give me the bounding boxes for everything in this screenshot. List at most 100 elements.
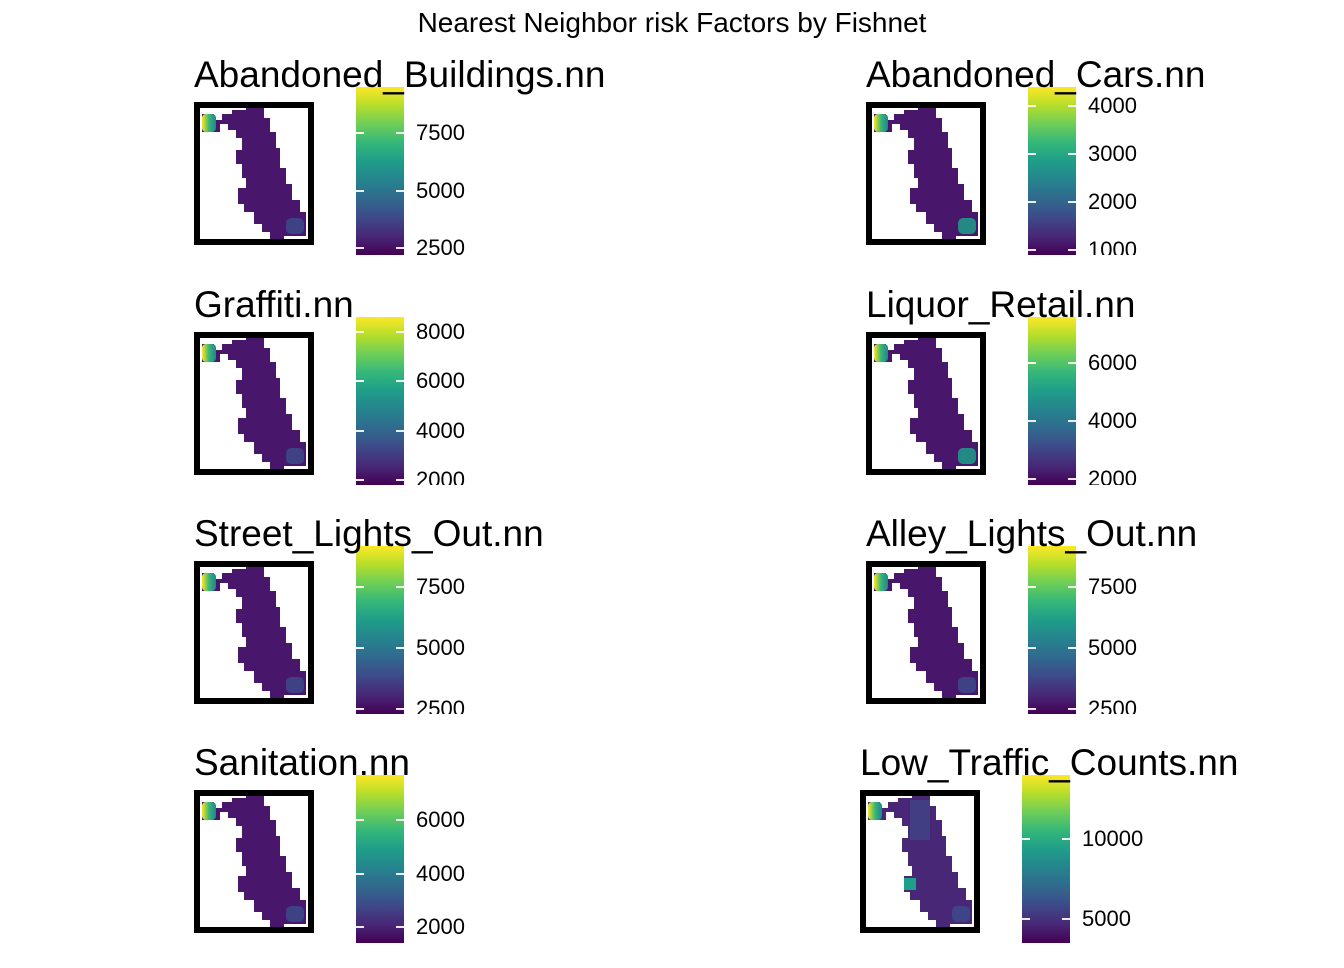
facet-panel: Sanitation.nn 6000 4000 2000 — [194, 743, 754, 968]
legend-tick-label: 2000 — [1088, 189, 1137, 215]
legend-tick-label: 5000 — [1088, 635, 1137, 661]
fishnet-map-svg — [202, 108, 306, 239]
legend-tick-mark — [356, 330, 364, 333]
facet-panel: Abandoned_Cars.nn 4000 3000 2000 1000 — [866, 55, 1344, 280]
high-value-cell — [868, 802, 882, 820]
fishnet-map-svg — [202, 338, 306, 469]
legend-tick-label: 10000 — [1082, 826, 1144, 851]
color-legend — [356, 546, 404, 714]
legend-tick-mark — [1068, 362, 1076, 365]
legend-tick-mark — [356, 132, 364, 135]
legend-tick-mark — [1068, 420, 1076, 423]
legend-colorbar — [356, 317, 404, 485]
fishnet-map-svg — [874, 108, 978, 239]
legend-tick-label: 4000 — [1088, 93, 1137, 119]
city-fishnet — [202, 567, 306, 698]
legend-tick-mark — [1028, 708, 1036, 711]
legend-tick-mark — [356, 189, 364, 192]
high-value-cell — [202, 344, 216, 362]
legend-tick-label: 2500 — [1088, 696, 1137, 714]
southeast-cells — [952, 906, 970, 922]
legend-tick-mark — [1068, 249, 1076, 252]
legend-tick-mark — [1028, 362, 1036, 365]
legend-tick-label: 2500 — [416, 696, 465, 714]
high-value-cell — [874, 344, 888, 362]
legend-colorbar — [1022, 775, 1070, 943]
legend-tick-mark — [1028, 420, 1036, 423]
facet-panel: Graffiti.nn 8000 6000 4000 2000 — [194, 285, 754, 510]
facet-panel: Low_Traffic_Counts.nn 10000 5000 — [860, 743, 1344, 968]
legend-tick-mark — [356, 708, 364, 711]
fishnet-map — [194, 102, 314, 245]
fishnet-map — [860, 790, 980, 933]
legend-colorbar — [1028, 87, 1076, 255]
fishnet-map — [194, 561, 314, 704]
legend-colorbar — [1028, 546, 1076, 714]
fishnet-map-svg — [874, 338, 978, 469]
midwest-cells — [904, 878, 916, 890]
legend-tick-label: 5000 — [416, 635, 465, 661]
legend-tick-label: 7500 — [416, 574, 465, 600]
legend-tick-label: 3000 — [1088, 141, 1137, 167]
legend-tick-mark — [396, 380, 404, 383]
fishnet-map-svg — [874, 567, 978, 698]
facet-title: Abandoned_Cars.nn — [866, 54, 1206, 95]
legend-tick-label: 5000 — [1082, 906, 1131, 931]
legend-ticks: 7500 5000 2500 — [1088, 546, 1178, 714]
legend-tick-mark — [1068, 105, 1076, 108]
legend-tick-mark — [1028, 478, 1036, 481]
facet-title: Graffiti.nn — [194, 284, 354, 325]
legend-colorbar — [356, 546, 404, 714]
legend-tick-label: 2000 — [416, 467, 465, 485]
legend-tick-mark — [1028, 105, 1036, 108]
color-legend — [356, 87, 404, 255]
southeast-cells — [286, 218, 304, 234]
legend-tick-mark — [396, 429, 404, 432]
legend-tick-mark — [396, 926, 404, 928]
city-fishnet — [868, 796, 972, 927]
southeast-cells — [286, 677, 304, 693]
legend-tick-mark — [1028, 201, 1036, 204]
high-value-cell — [874, 114, 888, 132]
facet-title: Liquor_Retail.nn — [866, 284, 1136, 325]
legend-tick-label: 6000 — [416, 368, 465, 394]
fishnet-map — [866, 102, 986, 245]
color-legend — [1022, 775, 1070, 943]
legend-ticks: 8000 6000 4000 2000 — [416, 317, 506, 485]
legend-tick-mark — [356, 586, 364, 589]
legend-tick-label: 4000 — [416, 417, 465, 443]
legend-colorbar — [356, 775, 404, 943]
facet-panel: Abandoned_Buildings.nn 7500 5000 2500 — [194, 55, 754, 280]
legend-tick-mark — [356, 872, 364, 875]
legend-tick-mark — [356, 380, 364, 383]
legend-tick-mark — [396, 189, 404, 192]
city-fishnet — [202, 796, 306, 927]
legend-tick-mark — [1022, 918, 1030, 920]
legend-tick-label: 4000 — [1088, 408, 1137, 434]
color-legend — [356, 317, 404, 485]
legend-tick-mark — [356, 819, 364, 822]
legend-tick-mark — [356, 647, 364, 650]
legend-ticks: 7500 5000 2500 — [416, 87, 506, 255]
legend-ticks: 6000 4000 2000 — [416, 775, 506, 943]
city-fishnet — [874, 567, 978, 698]
color-legend — [356, 775, 404, 943]
city-fishnet — [202, 108, 306, 239]
legend-tick-label: 4000 — [416, 860, 465, 886]
legend-tick-mark — [1028, 153, 1036, 156]
legend-tick-mark — [1068, 201, 1076, 204]
legend-tick-mark — [396, 132, 404, 135]
legend-tick-mark — [356, 247, 364, 250]
facet-title: Alley_Lights_Out.nn — [866, 513, 1198, 554]
fishnet-map — [866, 561, 986, 704]
legend-tick-label: 8000 — [416, 318, 465, 344]
high-value-cell — [874, 573, 888, 591]
city-fishnet — [874, 108, 978, 239]
facet-panel: Alley_Lights_Out.nn 7500 5000 2500 — [866, 514, 1344, 739]
legend-tick-mark — [1062, 838, 1070, 840]
legend-tick-mark — [1062, 918, 1070, 920]
legend-tick-mark — [1068, 153, 1076, 156]
facet-panel: Street_Lights_Out.nn 7500 5000 2500 — [194, 514, 754, 739]
fishnet-map — [194, 332, 314, 475]
legend-tick-mark — [1068, 647, 1076, 650]
